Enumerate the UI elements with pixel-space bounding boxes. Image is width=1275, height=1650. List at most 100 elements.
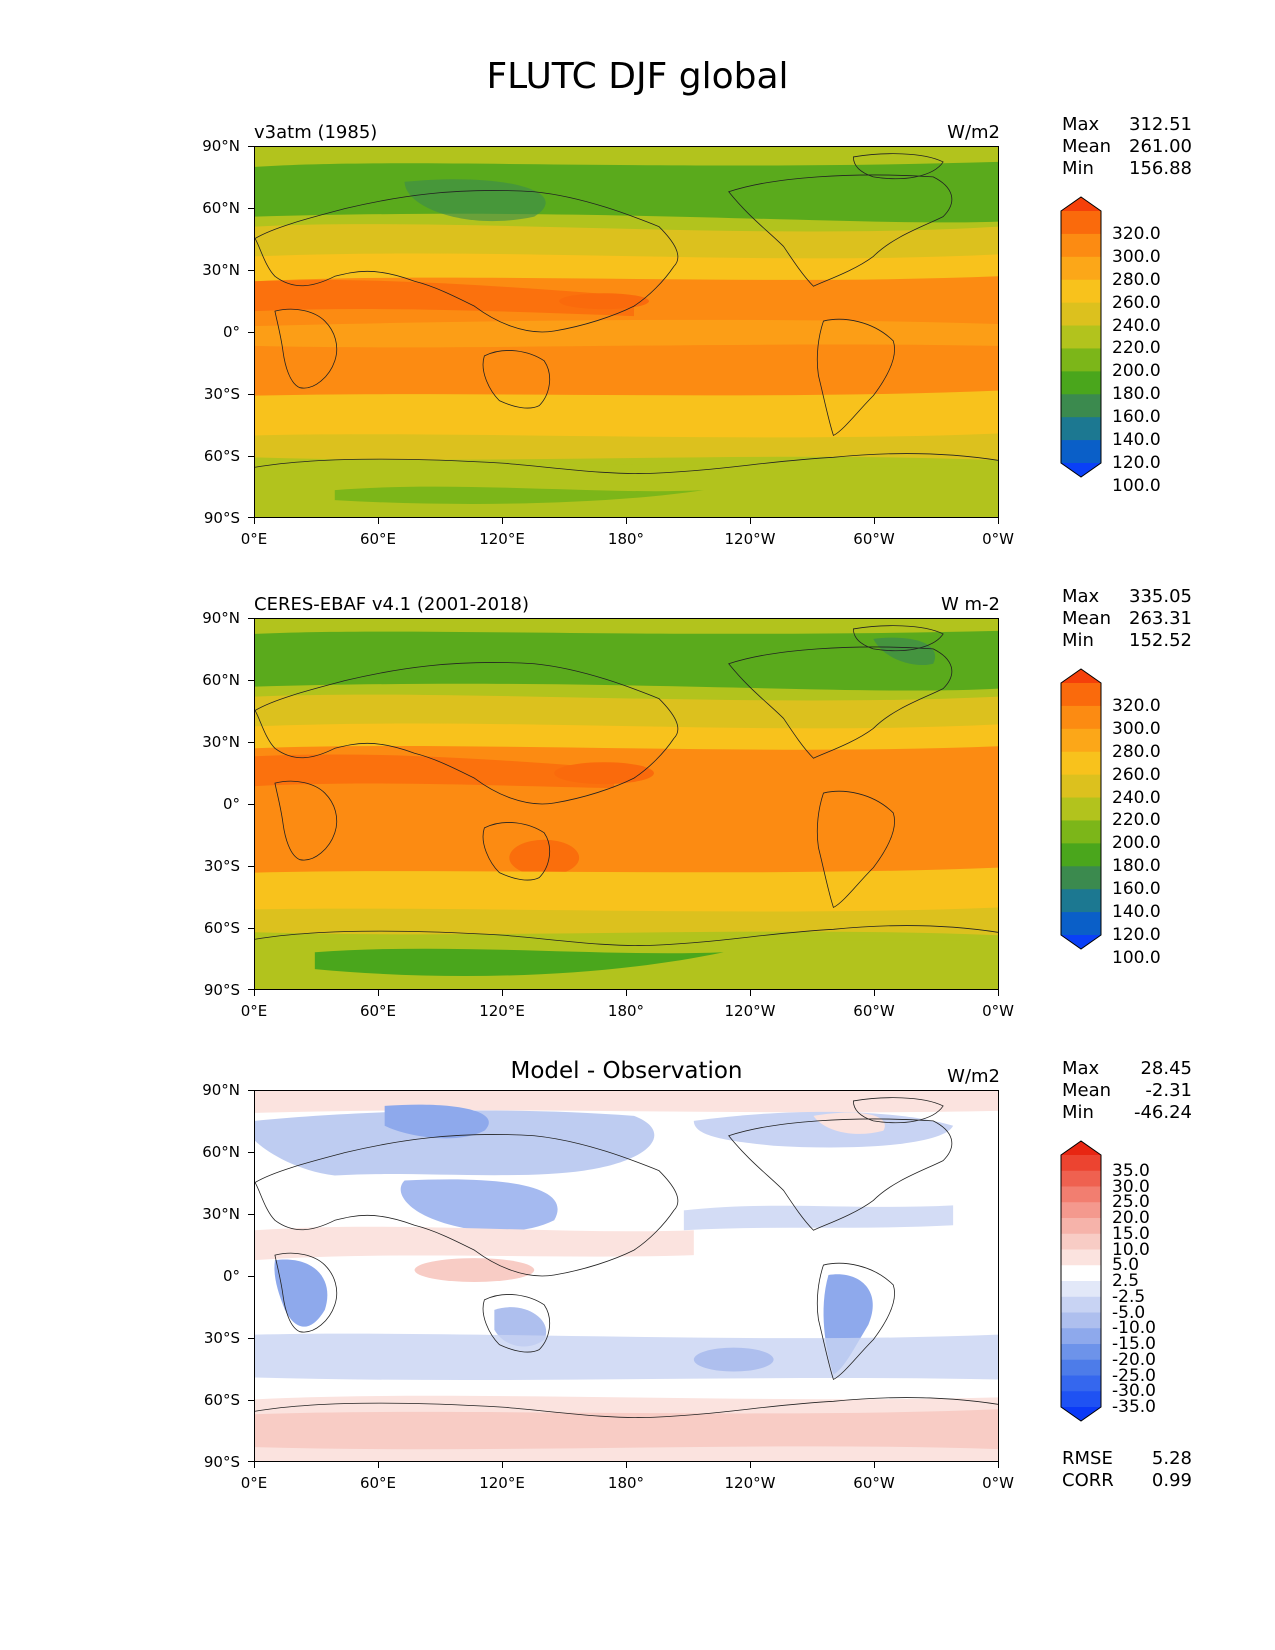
lat-tick [248,1276,254,1277]
stat-label: Min [1062,1102,1094,1123]
map-model [254,146,999,518]
lon-label: 120°E [479,1474,525,1492]
colorbar-swatch [1061,1312,1101,1329]
stat-label: Min [1062,158,1094,179]
lat-label: 90°S [203,1453,240,1471]
stat-max: Max 335.05 [1062,586,1192,608]
colorbar-swatch [1061,348,1101,372]
lon-tick [254,990,255,996]
lat-tick [248,866,254,867]
lon-label: 60°E [359,530,397,548]
colorbar-tick-label: 240.0 [1112,315,1161,336]
colorbar-tick-label: 260.0 [1112,764,1161,785]
lat-label: 90°N [202,137,240,155]
colorbar-tick-label: -20.0 [1112,1349,1156,1370]
stat-value: 335.05 [1129,586,1192,607]
lat-label: 60°N [202,1143,240,1161]
lat-tick [248,680,254,681]
lon-label: 0°E [240,1002,268,1020]
colorbar-extend-min [1061,1407,1101,1421]
colorbar-swatch [1061,1233,1101,1250]
stat-label: Max [1062,586,1100,607]
lon-label: 0°W [982,530,1014,548]
colorbar-tick-label: -25.0 [1112,1365,1156,1386]
colorbar-swatch [1061,1170,1101,1187]
stat-value: -2.31 [1145,1080,1192,1101]
colorbar-tick-label: 300.0 [1112,246,1161,267]
colorbar-tick-label: 260.0 [1112,292,1161,313]
colorbar-swatch [1061,1328,1101,1345]
colorbar-swatch [1061,1375,1101,1392]
colorbar-tick-label: 140.0 [1112,430,1161,451]
panel-units: W m-2 [940,594,1000,615]
stat-corr: CORR 0.99 [1062,1470,1192,1492]
lon-label: 120°W [724,1474,776,1492]
lat-label: 60°S [203,1391,240,1409]
lat-label: 0° [222,795,240,813]
colorbar-tick-label: 280.0 [1112,741,1161,762]
lat-label: 90°S [203,981,240,999]
colorbar-swatch [1061,843,1101,867]
colorbar-tick-label: 240.0 [1112,787,1161,808]
lon-tick [998,518,999,524]
lat-tick [248,208,254,209]
lon-tick [502,518,503,524]
lat-tick [248,742,254,743]
lat-tick [248,456,254,457]
colorbar-swatch [1061,1391,1101,1408]
colorbar-tick-label: 15.0 [1112,1223,1150,1244]
panel-model: v3atm (1985) W/m2 [0,114,1275,586]
colorbar-tick-label: 140.0 [1112,902,1161,923]
colorbar-tick-label: 120.0 [1112,453,1161,473]
lat-tick [248,928,254,929]
colorbar-swatch [1061,889,1101,913]
lat-tick [248,804,254,805]
stat-value: 263.31 [1129,608,1192,629]
lon-tick [502,990,503,996]
colorbar-extend-min [1061,935,1101,949]
stat-min: Min 156.88 [1062,158,1192,180]
colorbar-swatch [1061,866,1101,890]
colorbar-swatch [1061,820,1101,844]
lon-tick [254,518,255,524]
lat-tick [248,1090,254,1091]
lon-label: 0°W [982,1002,1014,1020]
colorbar-tick-label: 160.0 [1112,407,1161,428]
colorbar-tick-label: -2.5 [1112,1286,1146,1307]
stat-value: 152.52 [1129,630,1192,651]
colorbar-tick-label: -10.0 [1112,1318,1156,1339]
stat-mean: Mean 261.00 [1062,136,1192,158]
colorbar-swatch [1061,774,1101,799]
colorbar-swatch [1061,256,1101,281]
lat-label: 30°S [203,385,240,403]
error-stats: RMSE 5.28 CORR 0.99 [1062,1448,1192,1492]
stat-rmse: RMSE 5.28 [1062,1448,1192,1470]
stat-mean: Mean 263.31 [1062,608,1192,630]
map-difference [254,1090,999,1462]
lon-label: 120°W [724,530,776,548]
colorbar-swatch [1061,1281,1101,1298]
colorbar-swatch [1061,233,1101,258]
lon-label: 60°W [853,1474,895,1492]
colorbar-swatch [1061,1265,1101,1282]
panel-title-left: v3atm (1985) [254,122,378,143]
colorbar-swatch [1061,1249,1101,1266]
colorbar-tick-label: 180.0 [1112,856,1161,877]
colorbar-extend-max [1061,197,1101,211]
colorbar [1060,196,1102,482]
colorbar-swatch [1061,394,1101,418]
lat-tick [248,517,254,518]
lon-tick [874,518,875,524]
colorbar-tick-label: 200.0 [1112,361,1161,382]
lat-tick [248,989,254,990]
colorbar-tick-label: 280.0 [1112,269,1161,290]
lon-label: 60°E [359,1002,397,1020]
stat-max: Max 312.51 [1062,114,1192,136]
colorbar-tick-label: 100.0 [1112,475,1161,496]
lon-tick [998,990,999,996]
lat-label: 30°S [203,857,240,875]
stat-value: 0.99 [1151,1470,1192,1491]
colorbar-extend-max [1061,669,1101,683]
colorbar-swatch [1061,325,1101,349]
colorbar-tick-label: 100.0 [1112,947,1161,968]
